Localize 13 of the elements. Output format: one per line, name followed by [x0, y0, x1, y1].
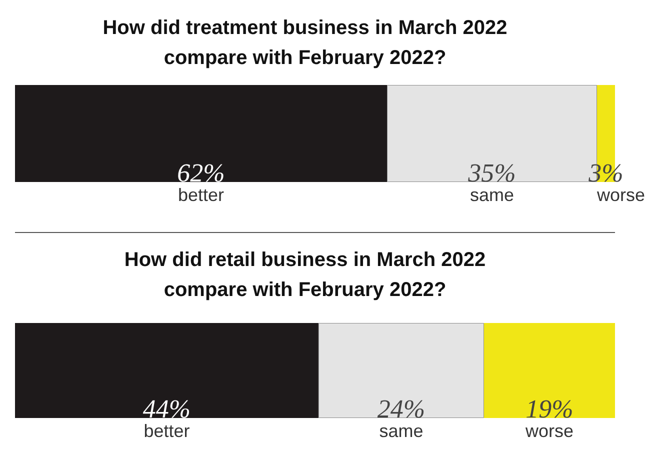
- data-label: 62%: [177, 158, 225, 188]
- data-label: 44%: [142, 394, 191, 424]
- data-label: 19%: [526, 394, 574, 424]
- data-label: 35%: [467, 158, 516, 188]
- chart-title: How did retail business in March 2022 compare with February 2022?: [124, 249, 486, 301]
- series-label: same: [470, 185, 514, 205]
- series-label: better: [178, 185, 224, 205]
- chart-title: How did treatment business in March 2022 compare with February 2022?: [102, 17, 508, 69]
- data-label: 24%: [377, 394, 426, 424]
- series-label: same: [379, 421, 424, 441]
- series-label: better: [144, 421, 190, 441]
- series-label: worse: [524, 421, 574, 441]
- series-label: worse: [596, 185, 646, 205]
